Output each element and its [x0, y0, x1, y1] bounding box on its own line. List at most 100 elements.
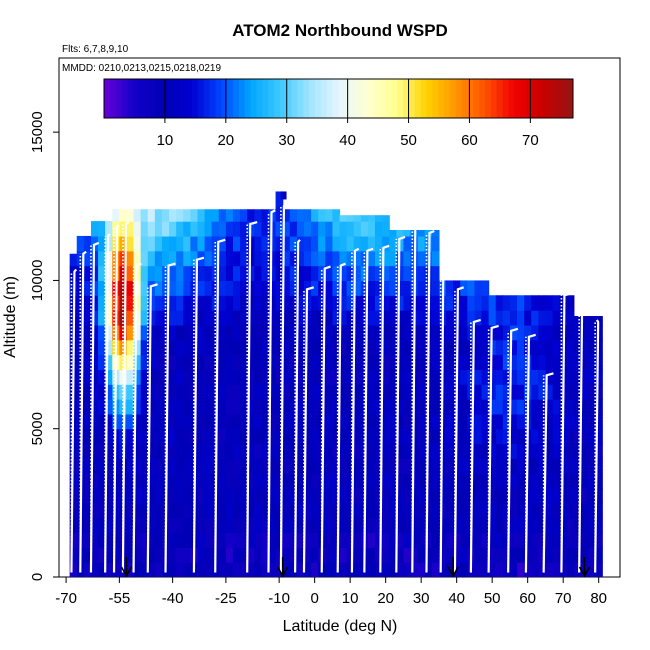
heatmap-cell — [183, 384, 191, 400]
heatmap-cell — [98, 310, 106, 326]
x-tick-label: -40 — [162, 590, 184, 607]
heatmap-cell — [98, 562, 106, 577]
heatmap-cell — [126, 280, 135, 296]
heatmap-cell — [552, 502, 561, 519]
heatmap-cell — [232, 428, 241, 445]
heatmap-cell — [325, 428, 333, 445]
heatmap-cell — [474, 369, 483, 385]
heatmap-cell — [474, 532, 483, 548]
heatmap-cell — [517, 532, 525, 548]
colorbar-segment — [567, 79, 574, 118]
heatmap-cell — [76, 265, 85, 282]
heatmap-cell — [417, 324, 426, 341]
heatmap-cell — [161, 310, 170, 326]
heatmap-cell — [332, 250, 341, 267]
heatmap-cell — [367, 354, 376, 370]
heatmap-cell — [460, 502, 468, 519]
heatmap-cell — [382, 280, 390, 296]
heatmap-cell — [218, 221, 227, 237]
heatmap-cell — [346, 310, 355, 326]
heatmap-cell — [495, 443, 504, 459]
heatmap-cell — [282, 532, 291, 548]
heatmap-cell — [545, 473, 554, 489]
heatmap-cell — [460, 443, 468, 459]
heatmap-cell — [517, 310, 525, 326]
heatmap-cell — [176, 532, 184, 548]
heatmap-cell — [232, 488, 241, 504]
heatmap-cell — [275, 250, 284, 267]
heatmap-cell — [595, 316, 603, 326]
heatmap-cell — [169, 295, 177, 311]
heatmap-cell — [588, 413, 596, 430]
heatmap-cell — [552, 532, 561, 548]
heatmap-cell — [545, 339, 554, 356]
heatmap-cell — [133, 235, 142, 252]
colorbar-tick-label: 20 — [217, 132, 234, 149]
heatmap-cell — [98, 443, 106, 459]
flight-profile-ascent — [79, 250, 87, 573]
heatmap-cell — [183, 310, 191, 326]
heatmap-cell — [90, 354, 99, 370]
heatmap-cell — [275, 532, 284, 548]
heatmap-cell — [90, 295, 99, 311]
heatmap-cell — [105, 413, 113, 430]
heatmap-cell — [232, 209, 241, 222]
heatmap-cell — [580, 443, 589, 459]
colorbar-segment — [549, 79, 556, 118]
heatmap-cell — [90, 221, 99, 237]
heatmap-cell — [105, 428, 113, 445]
heatmap-cell — [105, 354, 113, 370]
colorbar: 10 20 30 40 50 60 70 — [103, 78, 574, 149]
heatmap-cell — [346, 517, 355, 534]
heatmap-cell — [382, 458, 390, 474]
heatmap-cell — [296, 502, 305, 519]
heatmap-cell — [431, 443, 440, 459]
heatmap-cell — [332, 473, 341, 489]
heatmap-cell — [303, 369, 312, 385]
heatmap-cell — [282, 384, 291, 400]
heatmap-cell — [161, 250, 170, 267]
heatmap-cell — [126, 324, 135, 341]
heatmap-cell — [566, 369, 575, 385]
heatmap-cell — [268, 339, 277, 356]
heatmap-cell — [247, 209, 255, 222]
heatmap-cell — [396, 399, 405, 415]
heatmap-cell — [481, 399, 490, 415]
heatmap-cell — [353, 473, 362, 489]
heatmap-cell — [218, 562, 227, 577]
heatmap-cell — [360, 265, 369, 282]
heatmap-cell — [332, 235, 341, 252]
heatmap-cell — [389, 562, 397, 577]
heatmap-cell — [396, 443, 405, 459]
heatmap-cell — [332, 399, 341, 415]
heatmap-cell — [467, 295, 476, 311]
heatmap-cell — [247, 517, 255, 534]
colorbar-segment — [232, 79, 240, 118]
heatmap-cell — [247, 324, 255, 341]
heatmap-cell — [346, 369, 355, 385]
heatmap-cell — [375, 517, 383, 534]
colorbar-segment — [215, 79, 222, 118]
flight-profile-ascent — [104, 233, 111, 573]
heatmap-cell — [346, 354, 355, 370]
heatmap-cell — [538, 295, 547, 311]
heatmap-cell — [282, 295, 291, 311]
heatmap-cell — [382, 428, 390, 445]
heatmap-cell — [367, 428, 376, 445]
heatmap-cell — [481, 428, 490, 445]
heatmap-cell — [105, 280, 113, 296]
x-tick-label: 20 — [377, 590, 394, 607]
heatmap-cell — [147, 547, 156, 563]
heatmap-cell — [367, 458, 376, 474]
colorbar-tick-label: 30 — [278, 132, 295, 149]
heatmap-cell — [303, 443, 312, 459]
heatmap-cell — [296, 488, 305, 504]
heatmap-cell — [147, 384, 156, 400]
heatmap-cell — [417, 295, 426, 311]
heatmap-cell — [389, 517, 397, 534]
heatmap-cell — [438, 488, 447, 504]
heatmap-cell — [346, 339, 355, 356]
heatmap-cell — [375, 324, 383, 341]
heatmap-cell — [311, 458, 319, 474]
heatmap-cell — [282, 413, 291, 430]
